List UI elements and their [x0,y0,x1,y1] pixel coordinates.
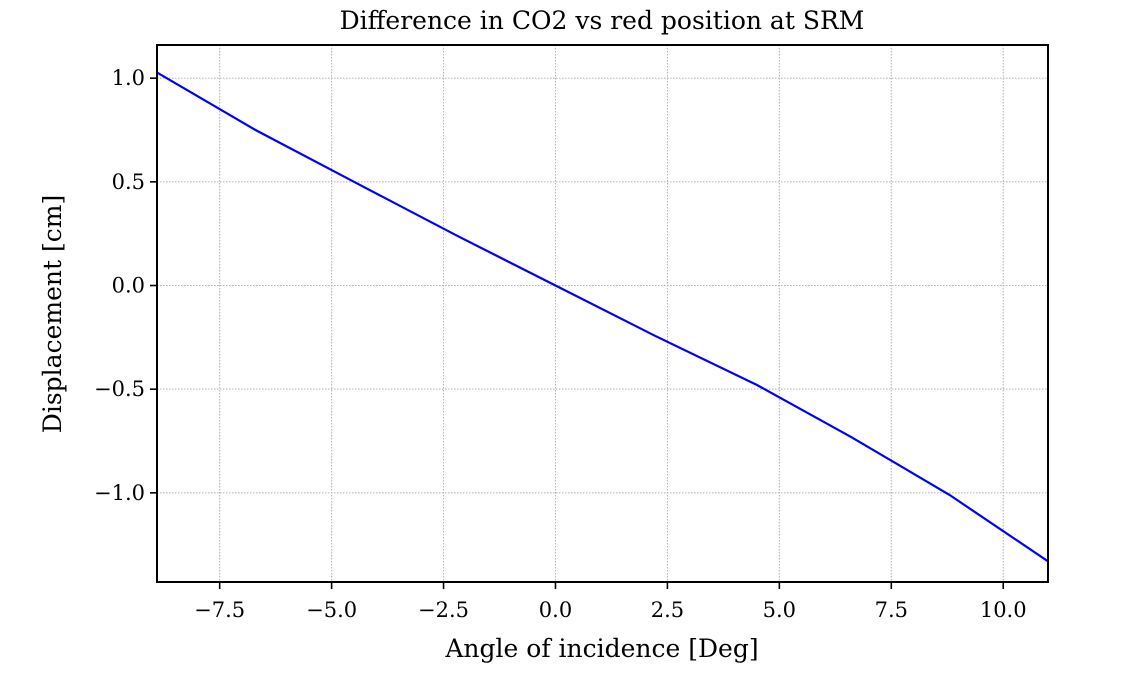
x-tick-label: 10.0 [980,598,1027,622]
y-tick-label: −0.5 [94,377,145,401]
x-tick-label: 7.5 [875,598,908,622]
grid [157,45,1048,582]
x-tick-label: 5.0 [763,598,796,622]
y-tick-label: 0.5 [112,170,145,194]
x-tick-label: −2.5 [418,598,469,622]
series-line-displacement [157,71,1048,563]
y-tick-label: 0.0 [112,274,145,298]
series-lines [157,71,1048,563]
y-axis-label: Displacement [cm] [38,195,67,433]
y-tick-label: −1.0 [94,481,145,505]
plot-frame [156,44,1049,583]
chart-title: Difference in CO2 vs red position at SRM [340,6,865,35]
x-axis-label: Angle of incidence [Deg] [444,634,758,663]
x-tick-label: −5.0 [306,598,357,622]
x-tick-label: −7.5 [194,598,245,622]
x-tick-label: 2.5 [651,598,684,622]
y-tick-label: 1.0 [112,66,145,90]
x-tick-label: 0.0 [539,598,572,622]
ticks: −7.5 −5.0 −2.5 0.0 2.5 5.0 7.5 10.0 1.0 0.5 0.0 −0.… [94,66,1027,622]
